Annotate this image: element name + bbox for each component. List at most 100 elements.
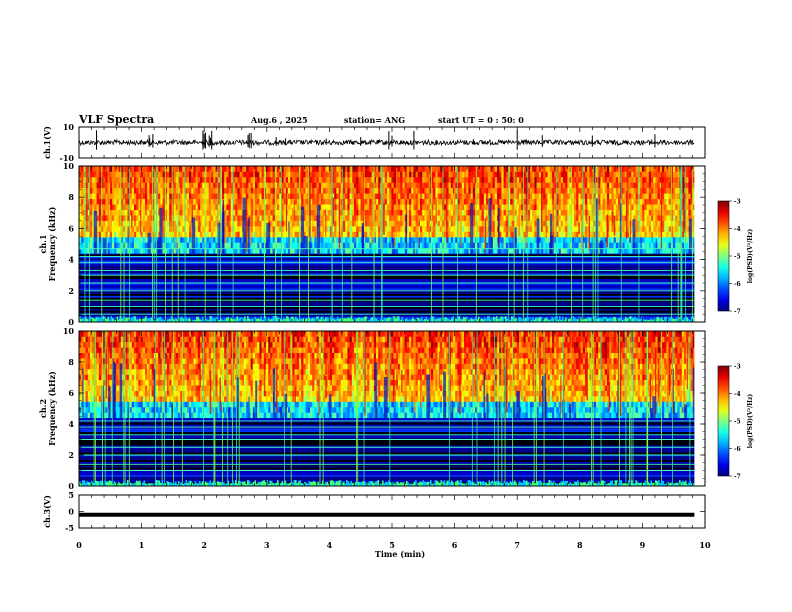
spec-cell	[545, 171, 548, 178]
spec-cell	[219, 171, 223, 178]
spec-cell	[582, 166, 586, 172]
spec-cell	[131, 193, 135, 200]
spec-cell	[499, 220, 502, 227]
spec-cell	[585, 204, 588, 210]
spec-cell	[356, 187, 359, 194]
spec-cell	[666, 220, 669, 227]
spec-cell	[428, 182, 432, 189]
spec-cell	[444, 209, 447, 216]
spec-cell	[292, 176, 295, 183]
spec-cell	[571, 176, 575, 183]
spec-cell	[677, 198, 680, 205]
spec-cell	[602, 198, 606, 205]
spec-cell	[450, 231, 454, 238]
spec-cell	[554, 187, 557, 194]
spec-cell	[329, 220, 333, 227]
spec-cell	[182, 198, 185, 205]
spec-cell	[444, 193, 447, 200]
spec-cell	[668, 176, 672, 183]
spec-cell	[512, 166, 515, 172]
spec-cell	[125, 247, 128, 254]
spec-cell	[96, 198, 100, 205]
spec-cell	[332, 182, 335, 189]
spec-cell	[589, 166, 592, 172]
spec-cell	[325, 204, 328, 210]
spec-cell	[277, 193, 280, 200]
spec-cell	[79, 198, 82, 205]
spec-cell	[219, 182, 223, 189]
spec-cell	[101, 198, 104, 205]
spec-cell	[195, 166, 199, 167]
spec-cell	[90, 171, 93, 178]
spec-cell	[189, 220, 192, 227]
spec-cell	[147, 204, 150, 210]
spec-cell	[587, 226, 590, 232]
spec-cell	[202, 231, 205, 238]
spec-cell	[417, 193, 421, 200]
spec-cell	[92, 198, 95, 205]
spec-cell	[92, 242, 95, 249]
spec-cell	[129, 198, 133, 205]
spec-cell	[261, 171, 265, 178]
spec-cell	[138, 242, 141, 249]
spec-cell	[314, 236, 317, 243]
spec-cell	[279, 187, 282, 194]
spec-cell	[321, 209, 324, 216]
spec-cell	[283, 242, 287, 249]
spec-cell	[684, 166, 687, 167]
spec-cell	[503, 204, 507, 210]
spec-cell	[296, 220, 300, 227]
spec-cell	[532, 215, 535, 221]
spec-cell	[587, 182, 590, 189]
spec-cell	[259, 242, 262, 249]
spec-cell	[136, 220, 139, 227]
spec-cell	[653, 226, 656, 232]
spec-cell	[118, 220, 122, 227]
spec-cell	[360, 176, 364, 183]
spec-cell	[556, 209, 559, 216]
spec-cell	[87, 226, 91, 232]
spec-cell	[103, 166, 106, 172]
spec-cell	[323, 231, 326, 238]
spec-cell	[409, 166, 412, 172]
spec-cell	[433, 247, 436, 254]
spec-cell	[607, 209, 610, 216]
spec-cell	[490, 220, 493, 227]
spec-cell	[217, 209, 221, 216]
spec-cell	[224, 247, 227, 254]
spec-cell	[109, 198, 113, 205]
spec-cell	[611, 236, 614, 243]
spec-cell	[318, 166, 322, 167]
spec-cell	[204, 220, 207, 227]
spec-cell	[631, 176, 634, 183]
spec-cell	[455, 171, 458, 178]
spec-cell	[186, 220, 190, 227]
spec-cell	[292, 198, 295, 205]
spec-cell	[259, 215, 262, 221]
spec-cell	[277, 236, 280, 243]
spec-lowband-stripe	[79, 316, 695, 319]
spec-cell	[585, 171, 588, 178]
spec-cell	[646, 166, 650, 172]
spec-cell	[556, 198, 559, 205]
spec-cell	[494, 182, 498, 189]
spec-cell	[598, 187, 601, 194]
spec-cell	[393, 182, 397, 189]
spec-cell	[565, 198, 568, 205]
spec-cell	[360, 209, 364, 216]
spec-cell	[171, 226, 174, 232]
spec-cell	[556, 231, 559, 238]
spec-cell	[294, 204, 298, 210]
spec-cell	[631, 242, 634, 249]
spec-cell	[604, 242, 608, 249]
spec-cell	[134, 247, 137, 254]
spec-cell	[391, 198, 394, 205]
spec-cell	[411, 220, 414, 227]
spec-cell	[534, 198, 537, 205]
spec-cell	[334, 171, 337, 178]
spec-cell	[92, 176, 95, 183]
spec-cell	[393, 166, 397, 172]
spec-cell	[402, 198, 405, 205]
spec-cell	[547, 231, 551, 238]
spec-cell	[415, 247, 419, 254]
